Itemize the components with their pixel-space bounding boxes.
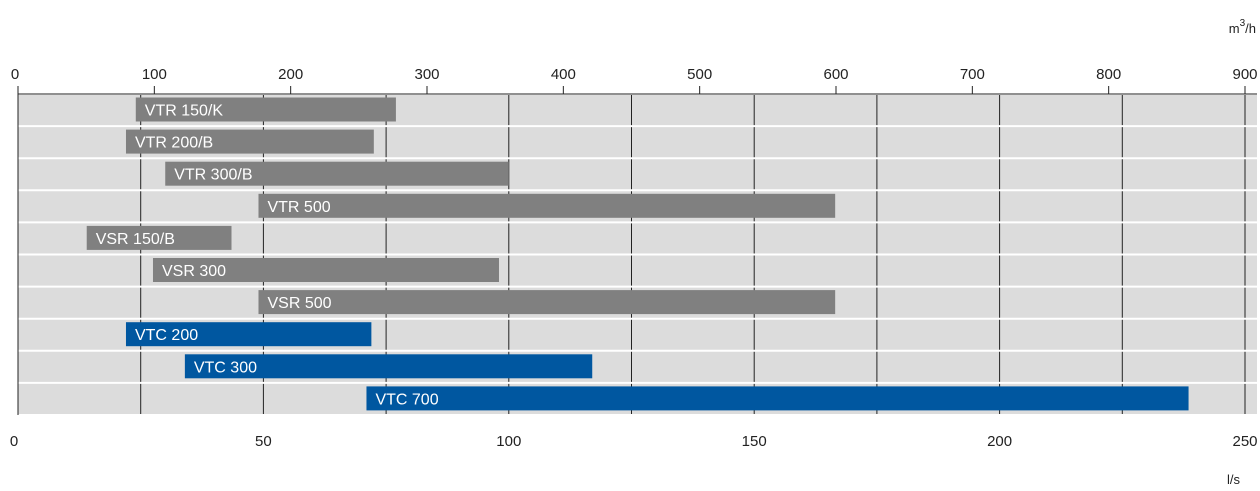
bar-label: VTR 200/B [135,135,213,152]
bar-series: VTR 150/K VTR 200/B VTR 300/B VTR 500 VSR 15… [86,97,1189,411]
bar-rect [258,290,836,315]
bottom-tick-label: 100 [496,433,521,450]
top-tick-label: 700 [960,66,985,83]
top-tick-label: 200 [278,66,303,83]
top-tick-label: 400 [551,66,576,83]
bar-rect [125,129,374,154]
top-tick-label: 600 [823,66,848,83]
bar-rect [135,97,396,122]
bar-rect [152,258,499,282]
bar-rect [258,193,836,218]
bar-vsr-500: VSR 500 [258,290,836,315]
bar-vtr-500: VTR 500 [258,193,836,218]
top-tick-label: 800 [1096,66,1121,83]
top-axis-m3h: 0 100 200 300 400 500 600 700 800 900 [11,66,1258,95]
bar-label: VTC 700 [375,391,438,408]
top-tick-label: 900 [1232,66,1257,83]
bar-label: VSR 500 [267,295,331,312]
top-axis-unit: m3/h [1229,18,1256,36]
bar-label: VSR 300 [162,263,226,280]
bottom-tick-label: 50 [255,433,272,450]
bar-vtr-300-b: VTR 300/B [165,161,509,186]
bar-rect [86,225,232,250]
bar-vtc-300: VTC 300 [184,354,593,379]
top-tick-label: 500 [687,66,712,83]
bottom-tick-label: 0 [10,433,18,450]
bottom-tick-label: 200 [987,433,1012,450]
bar-vtc-700: VTC 700 [366,386,1189,411]
bar-rect [184,354,593,379]
top-tick-label: 100 [142,66,167,83]
bottom-tick-label: 250 [1232,433,1257,450]
bar-vsr-150-b: VSR 150/B [86,225,232,250]
bar-vtr-150-k: VTR 150/K [135,97,396,122]
bar-label: VTR 150/K [145,103,224,120]
bar-label: VSR 150/B [96,231,175,248]
bottom-tick-label: 150 [742,433,767,450]
bar-rect [125,322,372,347]
bar-vtr-200-b: VTR 200/B [125,129,374,154]
bar-label: VTR 500 [267,199,330,216]
bar-vtc-200: VTC 200 [125,322,372,347]
bar-label: VTC 200 [135,327,198,344]
bar-label: VTC 300 [194,359,257,376]
top-tick-label: 0 [11,66,19,83]
bar-rect [366,386,1189,411]
bottom-axis-ls: 0 50 100 150 200 250 [10,433,1258,450]
top-tick-label: 300 [414,66,439,83]
bottom-axis-unit: l/s [1227,472,1241,487]
bar-rect [165,161,509,186]
bar-label: VTR 300/B [174,167,252,184]
bar-vsr-300: VSR 300 [152,258,499,282]
